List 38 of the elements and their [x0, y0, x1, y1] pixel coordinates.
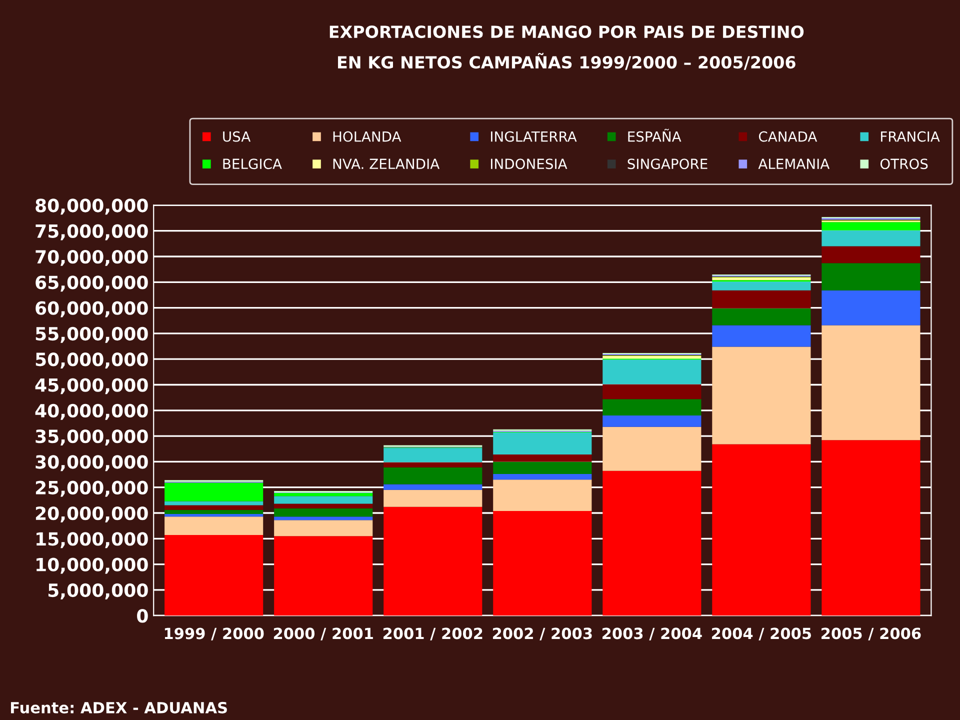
legend-label: ALEMANIA: [758, 158, 830, 169]
y-tick-label: 20,000,000: [36, 506, 148, 522]
x-tick-label: 2003 / 2004: [602, 628, 702, 640]
legend-label: FRANCIA: [881, 131, 940, 142]
y-tick-label: 80,000,000: [36, 198, 148, 215]
x-tick-label: 2005 / 2006: [822, 628, 921, 640]
legend-label: INDONESIA: [491, 158, 568, 170]
x-tick-label: 2002 / 2003: [492, 628, 592, 640]
y-tick-label: 45,000,000: [35, 378, 148, 394]
x-tick-label: 2001 / 2002: [383, 628, 482, 640]
y-tick-label: 15,000,000: [36, 532, 148, 548]
y-tick-label: 60,000,000: [36, 301, 148, 318]
x-tick-label: 2000 / 2001: [274, 628, 373, 640]
legend-label: SINGAPORE: [628, 158, 708, 170]
source-note: Fuente: ADEX - ADUANAS: [11, 702, 227, 714]
y-tick-label: 40,000,000: [35, 404, 148, 420]
legend-label: OTROS: [880, 158, 928, 170]
y-tick-label: 55,000,000: [36, 326, 148, 343]
legend-label: BELGICA: [223, 158, 282, 170]
legend-label: HOLANDA: [333, 131, 402, 142]
y-tick-label: 50,000,000: [36, 352, 148, 369]
x-tick-label: 1999 / 2000: [164, 628, 264, 640]
legend-label: INGLATERRA: [491, 131, 577, 142]
legend-label: USA: [223, 131, 251, 142]
legend-label: ESPAÑA: [628, 128, 682, 142]
y-tick-label: 65,000,000: [36, 276, 148, 292]
legend-label: CANADA: [758, 131, 818, 142]
chart-title: EXPORTACIONES DE MANGO POR PAIS DE DESTINO EN KG NETOS CAMPAÑAS 1999/2000 – 2005/2006: [330, 25, 804, 70]
y-tick-label: 35,000,000: [36, 430, 148, 446]
y-tick-label: 10,000,000: [36, 558, 148, 574]
y-tick-label: 25,000,000: [36, 480, 148, 497]
y-tick-label: 0: [137, 609, 148, 623]
y-tick-label: 70,000,000: [36, 250, 148, 266]
y-tick-label: 75,000,000: [36, 224, 148, 240]
y-tick-label: 5,000,000: [48, 583, 148, 600]
x-tick-label: 2004 / 2005: [712, 628, 812, 640]
legend-label: NVA. ZELANDIA: [333, 158, 440, 169]
y-tick-label: 30,000,000: [36, 455, 148, 472]
